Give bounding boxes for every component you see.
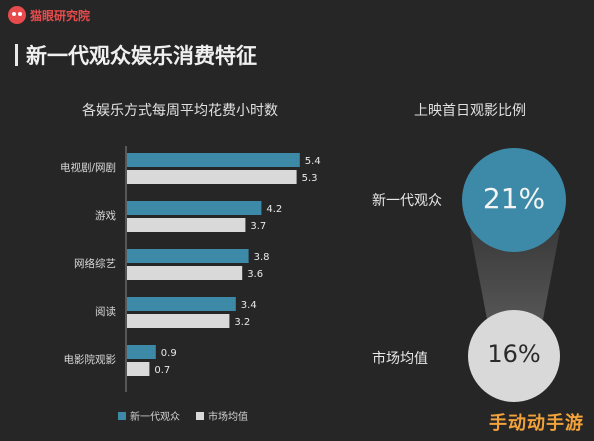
bar-value-label: 4.2 xyxy=(266,204,282,215)
category-label: 游戏 xyxy=(95,209,116,222)
market-avg-circle-value: 16% xyxy=(487,340,541,368)
cat-logo-icon xyxy=(8,6,26,24)
new-gen-circle-value: 21% xyxy=(482,182,546,215)
bar-value-label: 0.7 xyxy=(154,365,170,376)
category-label: 电影院观影 xyxy=(64,353,117,366)
legend-label-new-gen: 新一代观众 xyxy=(130,412,180,423)
bar xyxy=(127,201,262,215)
category-label: 电视剧/网剧 xyxy=(60,161,116,174)
bar xyxy=(127,218,246,232)
legend-swatch-new-gen xyxy=(118,411,126,420)
new-gen-circle-label: 新一代观众 xyxy=(372,193,442,209)
bar-value-label: 0.9 xyxy=(161,348,177,359)
bar xyxy=(127,249,249,263)
bar xyxy=(127,266,243,280)
bar-value-label: 3.4 xyxy=(241,300,257,311)
brand-logo: 猫眼研究院 xyxy=(8,6,90,24)
bar xyxy=(127,297,236,311)
brand-name: 猫眼研究院 xyxy=(30,8,91,23)
page-title: 新一代观众娱乐消费特征 xyxy=(26,44,257,68)
bar xyxy=(127,170,297,184)
legend-item-new-gen: 新一代观众 xyxy=(118,408,180,423)
legend-label-market-avg: 市场均值 xyxy=(208,412,248,423)
bar-value-label: 5.4 xyxy=(305,156,321,167)
market-avg-circle-label: 市场均值 xyxy=(372,351,428,367)
new-gen-circle xyxy=(462,148,566,252)
bar xyxy=(127,345,156,359)
bar-value-label: 3.6 xyxy=(247,269,263,280)
legend-swatch-market-avg xyxy=(196,411,204,420)
bar-chart-title: 各娱乐方式每周平均花费小时数 xyxy=(82,103,278,119)
category-label: 网络综艺 xyxy=(74,257,116,270)
title-accent-bar xyxy=(15,44,18,66)
bar-value-label: 5.3 xyxy=(302,173,318,184)
chart-legend: 新一代观众 市场均值 xyxy=(118,408,248,423)
circle-chart-title: 上映首日观影比例 xyxy=(414,103,526,119)
bar xyxy=(127,362,150,376)
category-label: 阅读 xyxy=(95,305,116,318)
bar xyxy=(127,314,230,328)
watermark-text: 手动动手游 xyxy=(489,413,584,434)
market-avg-circle xyxy=(468,310,560,402)
legend-item-market-avg: 市场均值 xyxy=(196,408,248,423)
bar-value-label: 3.8 xyxy=(254,252,270,263)
connector-cone xyxy=(470,230,560,335)
bar-value-label: 3.2 xyxy=(234,317,250,328)
bar-value-label: 3.7 xyxy=(250,221,266,232)
bar xyxy=(127,153,300,167)
